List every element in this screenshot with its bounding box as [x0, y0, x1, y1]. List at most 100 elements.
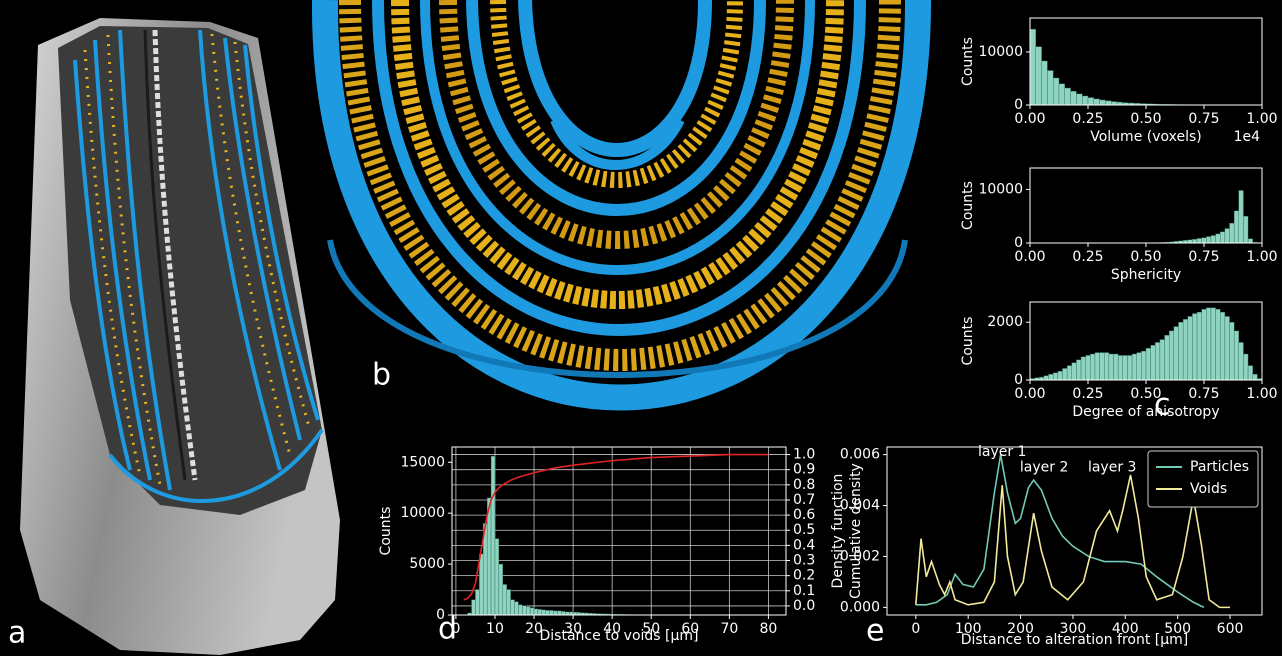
bar [1137, 353, 1142, 380]
y-axis-label: Counts [960, 317, 976, 366]
x-tick-label: 0.00 [1014, 111, 1045, 127]
bar [1234, 331, 1239, 380]
x-tick-label: 1.00 [1246, 386, 1277, 402]
bar [511, 600, 515, 615]
bar [1220, 232, 1225, 243]
bar [1248, 366, 1253, 380]
bar [1105, 101, 1111, 105]
bar [495, 539, 499, 615]
y-tick-label: 0.000 [840, 599, 880, 615]
bar [1071, 91, 1077, 105]
y2-tick-label: 0.4 [793, 537, 815, 553]
bar [550, 610, 554, 615]
y2-axis-label: Cumulative density [848, 463, 864, 599]
x-offset-label: 1e4 [1234, 129, 1261, 145]
x-axis-label: Volume (voxels) [1090, 129, 1202, 145]
figure: a b c d e 0.000.250.500.751.00010000Volu… [0, 0, 1282, 656]
bar [557, 611, 561, 615]
bar [1230, 223, 1235, 243]
bar [475, 590, 479, 615]
y-tick-label: 0 [1014, 372, 1023, 388]
bar [554, 611, 558, 615]
bar [1072, 363, 1077, 380]
bar [1169, 331, 1174, 380]
bar [542, 610, 546, 615]
bar [1123, 355, 1128, 380]
y-tick-label: 0 [1014, 235, 1023, 251]
bar [1192, 239, 1197, 243]
bar [1088, 98, 1094, 105]
annotation: layer 1 [978, 444, 1026, 460]
bar [1141, 351, 1146, 380]
bar [1058, 371, 1063, 380]
y-axis-label: Counts [960, 181, 976, 230]
bar [1062, 368, 1067, 380]
bar [1104, 353, 1109, 380]
bar [538, 609, 542, 615]
bar [1114, 354, 1119, 380]
bar [1243, 354, 1248, 380]
x-tick-label: 0.50 [1130, 386, 1161, 402]
bar [1132, 354, 1137, 380]
x-tick-label: 0.50 [1130, 111, 1161, 127]
bar [526, 607, 530, 615]
bar [1211, 308, 1216, 380]
y2-tick-label: 0.9 [793, 462, 815, 478]
bar [1197, 238, 1202, 243]
bar [1094, 99, 1100, 105]
x-tick-label: 0.75 [1188, 249, 1219, 265]
panel-label: e [866, 614, 884, 649]
y-tick-label: 10000 [400, 505, 445, 521]
bar [515, 602, 519, 615]
y2-tick-label: 0.2 [793, 568, 815, 584]
x-axis-label: Degree of anisotropy [1072, 404, 1219, 420]
bar [1151, 345, 1156, 380]
x-tick-label: 600 [1217, 621, 1244, 637]
bar [1192, 314, 1197, 380]
y-tick-label: 0.006 [840, 447, 880, 463]
bar [1234, 211, 1239, 243]
annotation: layer 3 [1088, 459, 1136, 475]
y-tick-label: 10000 [978, 44, 1023, 60]
bar [1225, 229, 1230, 243]
bar [1248, 239, 1253, 243]
y2-tick-label: 0.8 [793, 477, 815, 493]
bar [1042, 61, 1048, 105]
bar [1081, 357, 1086, 380]
bar [530, 608, 534, 615]
bar [1100, 353, 1105, 380]
x-axis-label: Distance to alteration front [μm] [961, 632, 1189, 648]
bar [1230, 322, 1235, 380]
bar [1111, 102, 1117, 105]
bar [1044, 376, 1049, 380]
bar [1036, 47, 1042, 105]
bar [518, 605, 522, 615]
bar [1253, 374, 1258, 380]
bar [1216, 309, 1221, 380]
y-tick-label: 2000 [987, 314, 1023, 330]
y2-tick-label: 0.1 [793, 583, 815, 599]
y-axis-label: Counts [960, 37, 976, 86]
bar [1202, 238, 1207, 243]
bar [1146, 348, 1151, 380]
bar [1239, 342, 1244, 380]
x-tick-label: 1.00 [1246, 111, 1277, 127]
x-tick-label: 0.50 [1130, 249, 1161, 265]
x-tick-label: 1.00 [1246, 249, 1277, 265]
bar [1049, 374, 1054, 380]
bar [1206, 308, 1211, 380]
x-tick-label: 0.75 [1188, 111, 1219, 127]
y-tick-label: 0 [436, 607, 445, 623]
bar [1086, 355, 1091, 380]
legend-label: Voids [1190, 481, 1227, 497]
bar [1183, 319, 1188, 380]
bar [522, 606, 526, 615]
bar [1160, 340, 1165, 380]
bar [1053, 78, 1059, 105]
x-axis-label: Distance to voids [μm] [539, 628, 698, 644]
bar [1174, 327, 1179, 380]
x-tick-label: 0 [911, 621, 920, 637]
bar [534, 609, 538, 615]
bar [1127, 355, 1132, 380]
bar [1065, 88, 1071, 105]
